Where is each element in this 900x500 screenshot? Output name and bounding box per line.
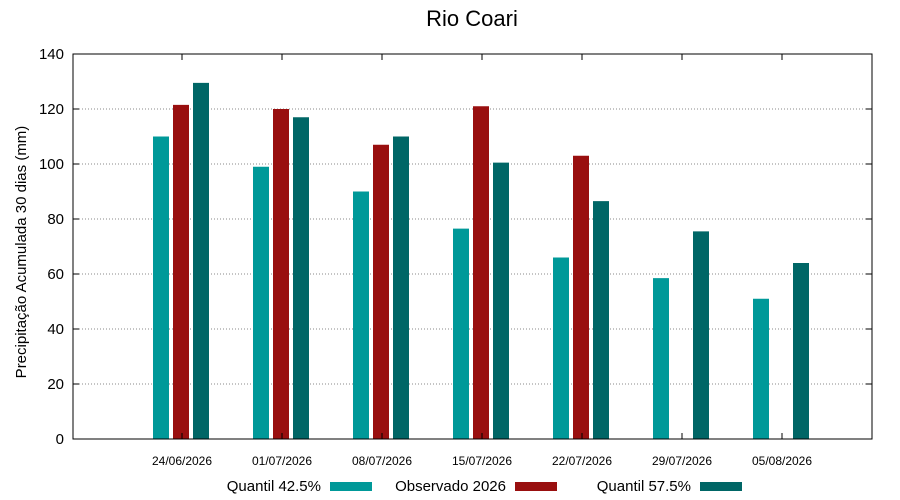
legend: Quantil 42.5% Observado 2026 Quantil 57.5% [227, 478, 742, 495]
legend-swatch [700, 482, 742, 491]
bar-observado-2026-2 [273, 109, 289, 439]
x-tick-label: 29/07/2026 [652, 454, 712, 468]
y-tick-label: 140 [39, 46, 64, 63]
x-tick-label: 05/08/2026 [752, 454, 812, 468]
legend-label: Quantil 42.5% [227, 478, 321, 495]
x-tick-label: 24/06/2026 [152, 454, 212, 468]
bar-observado-2026-4 [473, 106, 489, 439]
y-tick-label: 60 [47, 266, 64, 283]
y-tick-label: 40 [47, 321, 64, 338]
x-axis-ticks: 24/06/2026 01/07/2026 08/07/2026 15/07/2026… [152, 54, 812, 468]
bar-observado-2026-1 [173, 104, 189, 439]
y-axis-ticks: 0 20 40 60 80 100 120 140 [39, 46, 872, 448]
bar-quantil-42-5-4 [453, 228, 469, 439]
x-tick-label: 22/07/2026 [552, 454, 612, 468]
legend-label: Observado 2026 [395, 478, 506, 495]
y-tick-label: 100 [39, 156, 64, 173]
bar-quantil-42-5-1 [153, 136, 169, 439]
bar-observado-2026-3 [373, 144, 389, 439]
chart-title: Rio Coari [426, 6, 518, 31]
x-tick-label: 01/07/2026 [252, 454, 312, 468]
bar-quantil-57-5-1 [193, 82, 209, 439]
bar-quantil-57-5-7 [793, 263, 809, 439]
bar-quantil-57-5-6 [693, 231, 709, 439]
y-axis-label: Precipitação Acumulada 30 dias (mm) [13, 126, 30, 379]
bars [153, 82, 809, 439]
bar-observado-2026-5 [573, 155, 589, 439]
y-tick-label: 80 [47, 211, 64, 228]
y-tick-label: 20 [47, 376, 64, 393]
y-tick-label: 0 [56, 431, 64, 448]
legend-label: Quantil 57.5% [597, 478, 691, 495]
legend-swatch [515, 482, 557, 491]
bar-quantil-42-5-7 [753, 298, 769, 439]
x-tick-label: 15/07/2026 [452, 454, 512, 468]
bar-quantil-42-5-3 [353, 191, 369, 439]
bar-quantil-57-5-3 [393, 136, 409, 439]
plot-frame [72, 53, 873, 440]
bar-quantil-42-5-6 [653, 278, 669, 439]
y-tick-label: 120 [39, 101, 64, 118]
bar-quantil-57-5-2 [293, 117, 309, 439]
legend-swatch [330, 482, 372, 491]
bar-quantil-42-5-5 [553, 257, 569, 439]
bar-quantil-42-5-2 [253, 166, 269, 439]
x-tick-label: 08/07/2026 [352, 454, 412, 468]
bar-quantil-57-5-5 [593, 201, 609, 439]
bar-quantil-57-5-4 [493, 162, 509, 439]
grid-lines [73, 108, 872, 385]
